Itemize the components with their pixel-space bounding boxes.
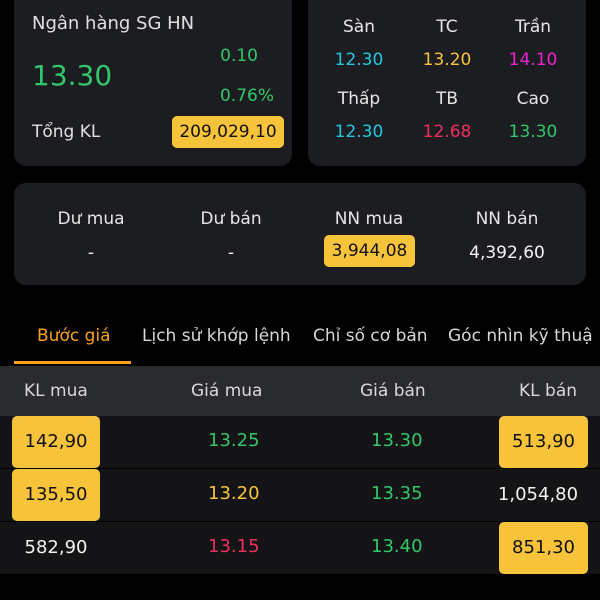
tab-price-steps[interactable]: Bước giá <box>37 326 111 346</box>
floor-price: 12.30 <box>334 50 384 70</box>
foreign-trading-card: Dư mua Dư bán NN mua NN bán - - 3,944,08… <box>14 183 586 285</box>
surplus-sell-label: Dư bán <box>200 209 262 229</box>
low-price: 12.30 <box>334 122 384 142</box>
sell-price: 13.40 <box>371 536 423 557</box>
header-sell-price: Giá bán <box>360 381 426 401</box>
table-row[interactable]: 142,90 13.25 13.30 513,90 <box>0 416 600 468</box>
average-label: TB <box>435 89 459 109</box>
buy-price: 13.20 <box>208 483 260 504</box>
sell-volume: 1,054,80 <box>497 484 579 505</box>
sell-price: 13.35 <box>371 483 423 504</box>
tab-bar: Bước giá Lịch sử khớp lệnh Chỉ số cơ bản… <box>0 318 600 365</box>
sell-volume: 513,90 <box>499 416 588 468</box>
foreign-buy-label: NN mua <box>334 209 404 229</box>
active-tab-indicator <box>14 361 131 364</box>
price-levels-card: Sàn TC Trần 12.30 13.20 14.10 Thấp TB Ca… <box>308 0 586 166</box>
buy-volume: 135,50 <box>12 469 100 521</box>
surplus-buy-label: Dư mua <box>57 209 125 229</box>
table-row[interactable]: 135,50 13.20 13.35 1,054,80 <box>0 469 600 521</box>
ceiling-label: Trần <box>514 17 552 37</box>
price-change: 0.10 <box>220 46 258 66</box>
table-row[interactable]: 582,90 13.15 13.40 851,30 <box>0 522 600 574</box>
surplus-buy-value: - <box>87 243 95 263</box>
sell-volume: 851,30 <box>499 522 588 574</box>
buy-price: 13.15 <box>208 536 260 557</box>
header-buy-volume: KL mua <box>24 381 88 401</box>
total-volume-value: 209,029,10 <box>172 116 284 148</box>
header-buy-price: Giá mua <box>191 381 263 401</box>
buy-volume: 142,90 <box>12 416 100 468</box>
stock-summary-card: Ngân hàng SG HN 13.30 0.10 0.76% Tổng KL… <box>14 0 292 166</box>
foreign-sell-label: NN bán <box>475 209 539 229</box>
ceiling-price: 14.10 <box>508 50 558 70</box>
buy-volume: 582,90 <box>24 537 88 558</box>
price-change-pct: 0.76% <box>219 86 274 106</box>
high-label: Cao <box>516 89 550 109</box>
sell-price: 13.30 <box>371 430 423 451</box>
foreign-buy-value: 3,944,08 <box>324 235 415 267</box>
high-price: 13.30 <box>508 122 558 142</box>
reference-price: 13.20 <box>422 50 472 70</box>
floor-label: Sàn <box>343 17 375 37</box>
buy-price: 13.25 <box>208 430 260 451</box>
reference-label: TC <box>436 17 458 37</box>
current-price: 13.30 <box>32 59 113 92</box>
tab-match-history[interactable]: Lịch sử khớp lệnh <box>142 326 291 346</box>
tab-technical-view[interactable]: Góc nhìn kỹ thuậ <box>448 326 593 346</box>
bank-name: Ngân hàng SG HN <box>32 13 195 34</box>
average-price: 12.68 <box>422 122 472 142</box>
total-volume-label: Tổng KL <box>32 122 101 142</box>
low-label: Thấp <box>337 89 381 109</box>
surplus-sell-value: - <box>227 243 235 263</box>
header-sell-volume: KL bán <box>519 381 578 401</box>
tab-fundamentals[interactable]: Chỉ số cơ bản <box>313 326 428 346</box>
order-book-header: KL mua Giá mua Giá bán KL bán <box>0 366 600 416</box>
foreign-sell-value: 4,392,60 <box>469 243 545 263</box>
